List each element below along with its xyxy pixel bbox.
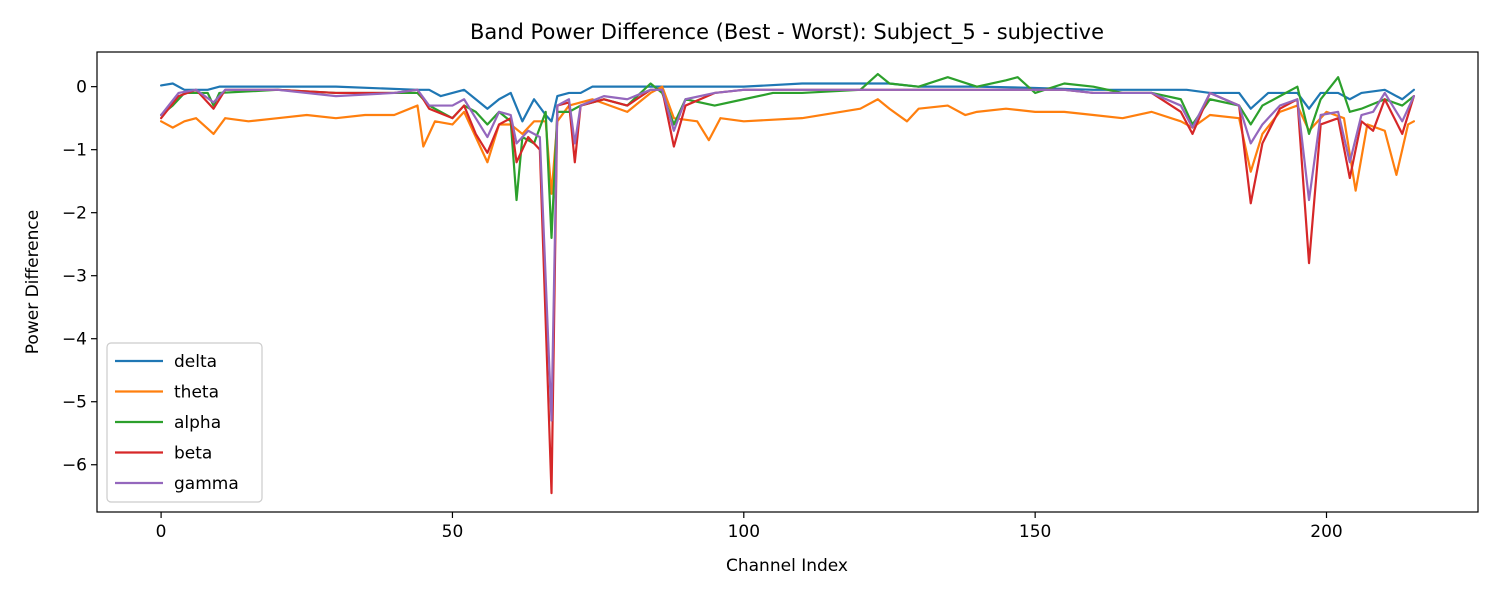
axis-ticks: 0 50 100 150 200 0 −1 −2 −3 −4 −5 −6 <box>62 78 1343 542</box>
series-line-delta <box>160 82 1415 123</box>
legend-label-alpha: alpha <box>174 413 221 433</box>
x-tick-label: 200 <box>1310 522 1342 542</box>
y-axis-title: Power Difference <box>23 210 43 354</box>
legend-box <box>106 342 263 503</box>
legend-items: delta theta alpha beta gamma <box>115 352 239 494</box>
x-tick-label: 0 <box>156 522 167 542</box>
legend-label-gamma: gamma <box>174 474 239 494</box>
series-layer <box>160 72 1415 495</box>
series-line-gamma <box>160 88 1415 422</box>
legend-label-delta: delta <box>174 352 217 372</box>
plot-frame <box>96 51 1479 513</box>
x-axis-title: Channel Index <box>726 556 848 576</box>
x-tick-label: 50 <box>442 522 464 542</box>
legend-label-beta: beta <box>174 444 212 464</box>
y-tick-label: −2 <box>62 204 87 224</box>
y-tick-label: 0 <box>76 78 87 98</box>
x-tick-label: 100 <box>728 522 760 542</box>
x-tick-label: 150 <box>1019 522 1051 542</box>
chart-title: Band Power Difference (Best - Worst): Su… <box>470 20 1104 45</box>
y-tick-label: −4 <box>62 330 87 350</box>
legend-label-theta: theta <box>174 383 219 403</box>
series-line-theta <box>160 85 1415 195</box>
series-line-beta <box>160 88 1415 495</box>
y-tick-label: −5 <box>62 393 87 413</box>
y-tick-label: −6 <box>62 456 87 476</box>
series-line-alpha <box>160 72 1415 239</box>
y-tick-label: −3 <box>62 267 87 287</box>
y-tick-label: −1 <box>62 141 87 161</box>
legend: delta theta alpha beta gamma <box>106 342 263 503</box>
